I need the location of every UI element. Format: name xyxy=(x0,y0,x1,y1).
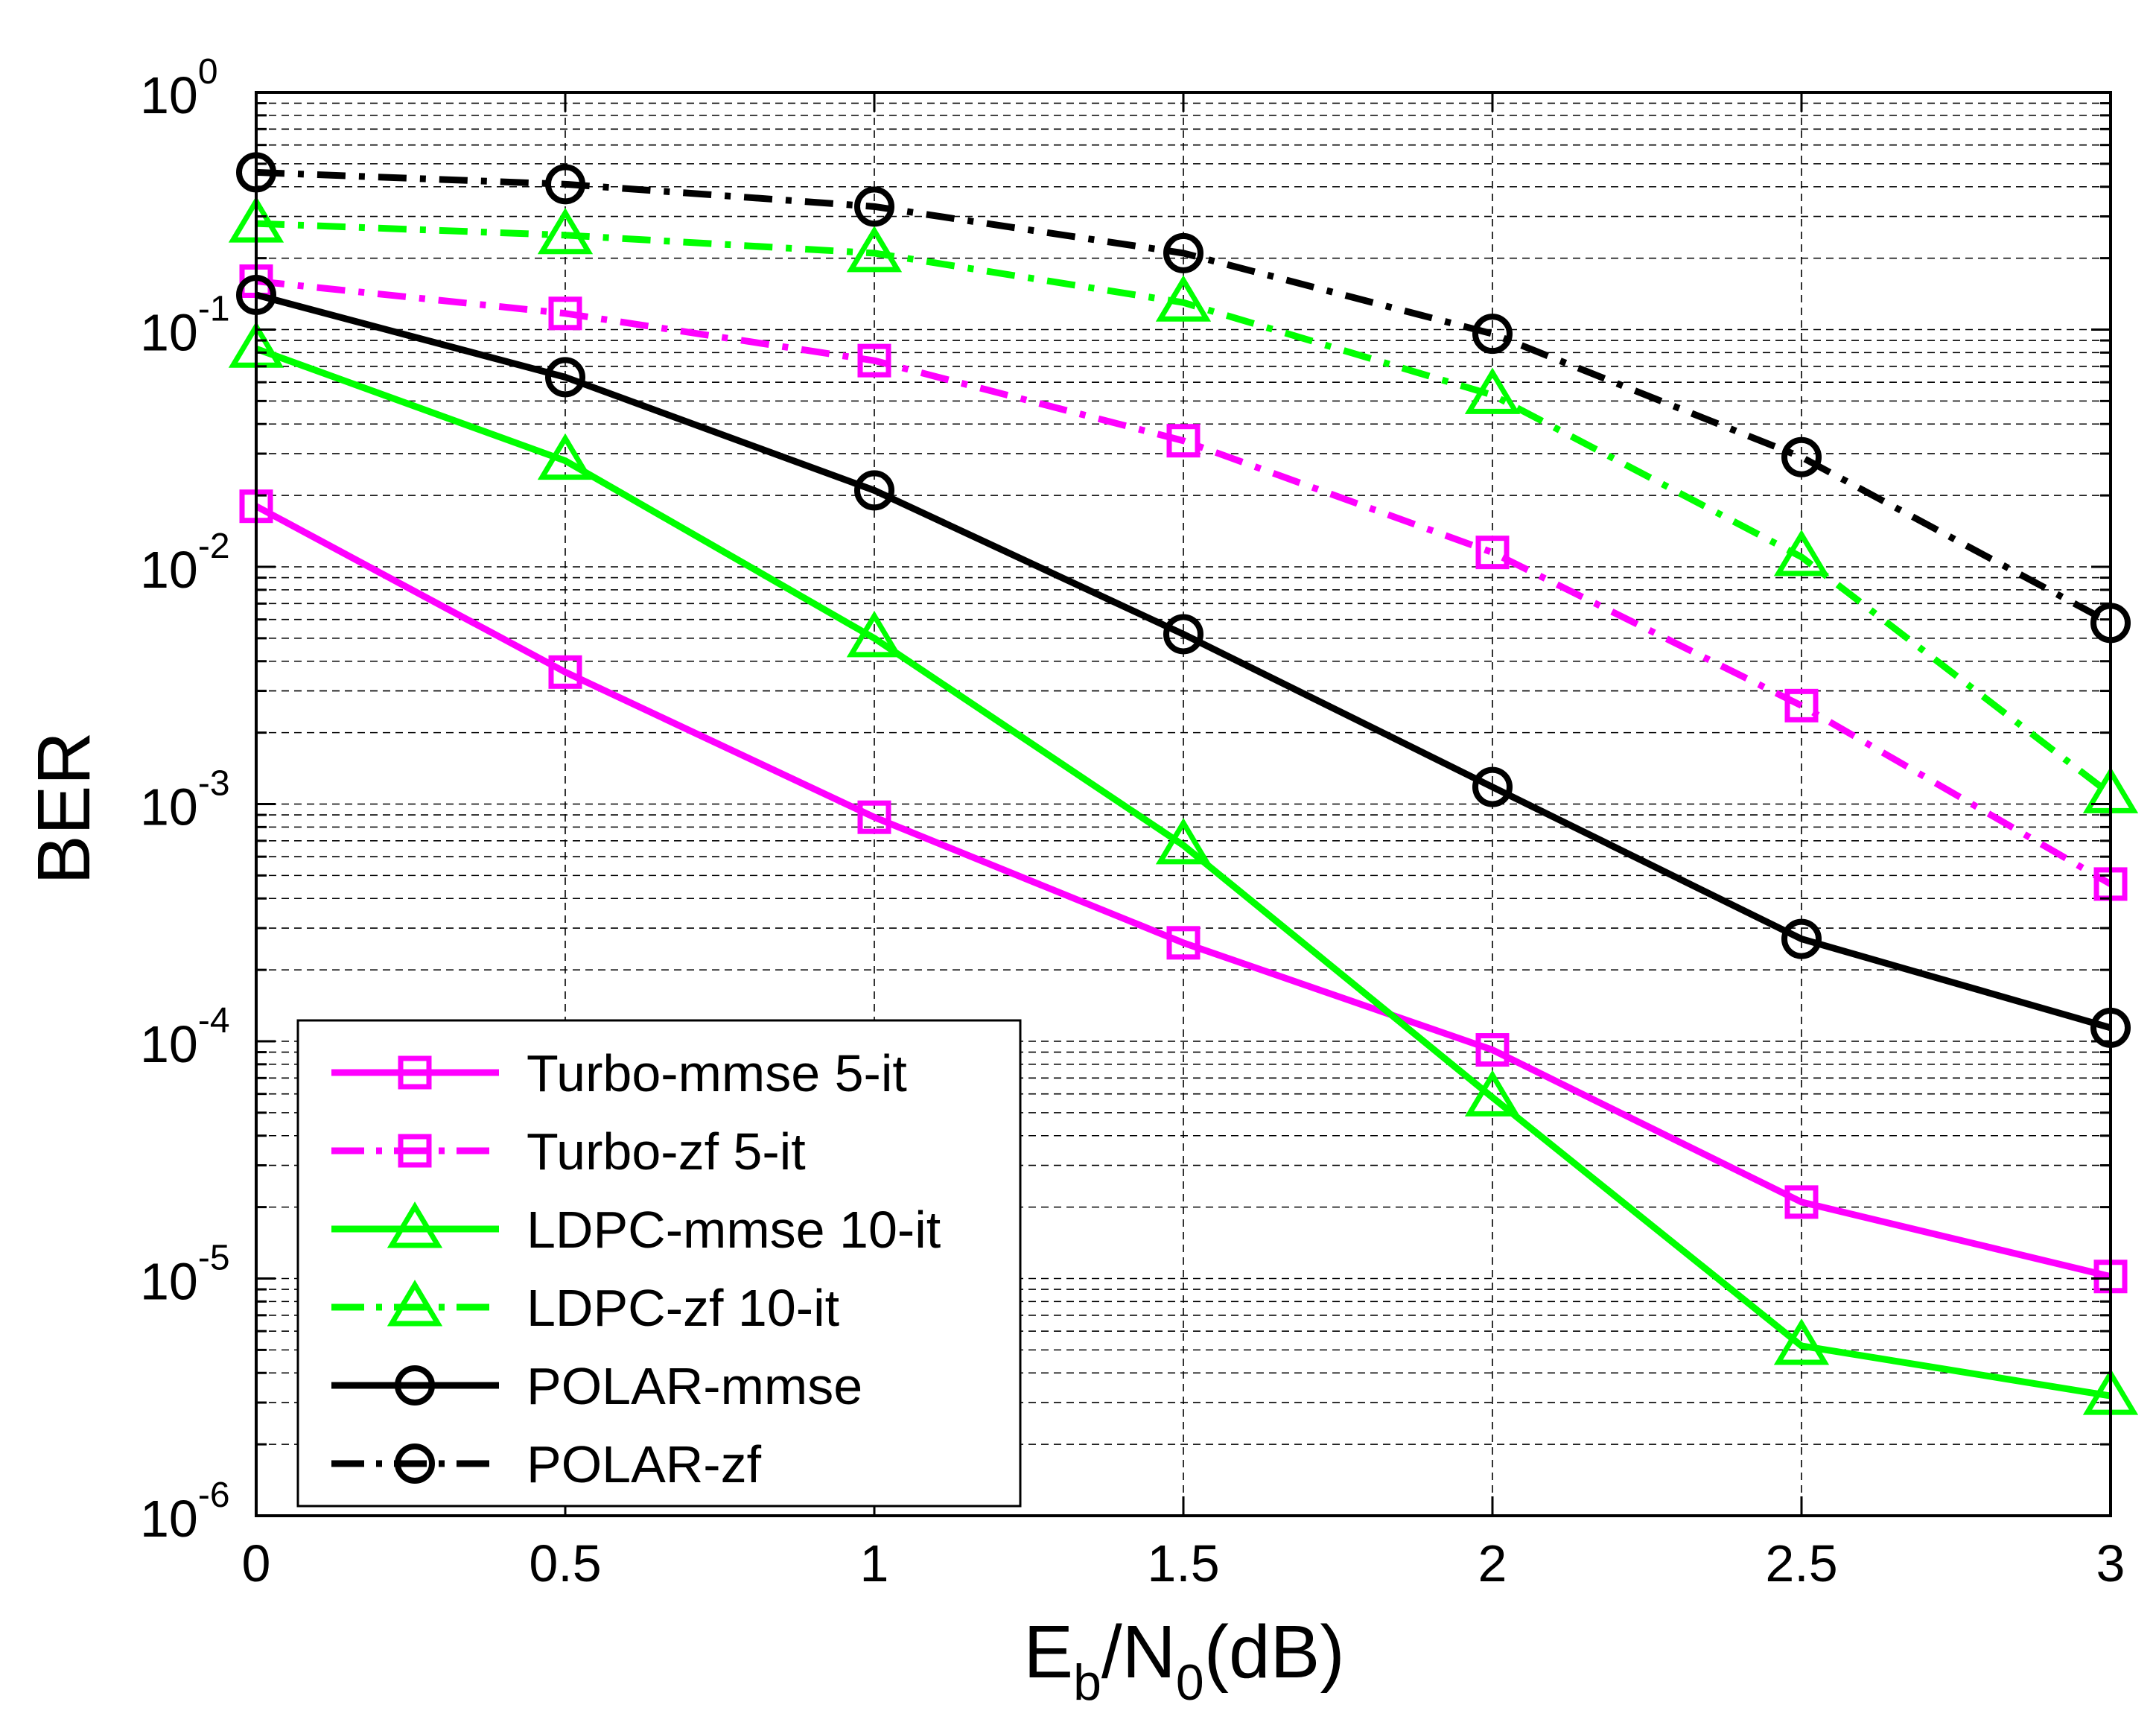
series-line xyxy=(255,346,2111,1400)
circle-marker xyxy=(545,164,585,205)
circle-marker xyxy=(1472,314,1513,355)
circle-marker xyxy=(854,186,894,227)
triangle-marker xyxy=(1464,1070,1521,1117)
series-line xyxy=(255,168,2113,626)
square-marker xyxy=(1166,926,1201,960)
circle-marker xyxy=(1163,232,1203,273)
series-line xyxy=(255,278,2113,887)
square-marker xyxy=(857,343,891,378)
square-marker xyxy=(1784,1185,1819,1219)
triangle-marker xyxy=(846,611,903,658)
square-marker xyxy=(548,296,582,331)
legend-label: POLAR-zf xyxy=(527,1435,762,1493)
circle-marker xyxy=(395,1443,435,1484)
legend-entries: Turbo-mmse 5-it Turbo-zf 5-it LDPC-mmse 10… xyxy=(331,1044,941,1493)
x-tick-label: 1 xyxy=(860,1534,889,1592)
triangle-marker xyxy=(537,207,594,255)
triangle-marker xyxy=(387,1201,443,1248)
circle-marker xyxy=(1781,436,1822,477)
legend-entry: Turbo-mmse 5-it xyxy=(331,1044,907,1102)
square-marker xyxy=(398,1134,432,1168)
triangle-marker xyxy=(1464,367,1521,414)
legend-label: Turbo-zf 5-it xyxy=(527,1122,806,1181)
legend-entry: POLAR-zf xyxy=(331,1435,762,1493)
legend-label: LDPC-zf 10-it xyxy=(527,1279,839,1337)
triangle-marker xyxy=(387,1280,443,1327)
series-line xyxy=(254,503,2112,1280)
legend-label: POLAR-mmse xyxy=(527,1357,862,1415)
x-tick-label: 3 xyxy=(2096,1534,2125,1592)
legend-label: LDPC-mmse 10-it xyxy=(527,1201,941,1259)
square-marker xyxy=(1784,688,1819,722)
x-tick-labels: 0 0.5 1 1.5 2 2.5 3 xyxy=(242,1534,2125,1592)
square-marker xyxy=(857,800,891,834)
x-tick-label: 2 xyxy=(1478,1534,1507,1592)
x-tick-label: 0 xyxy=(242,1534,271,1592)
legend-box xyxy=(296,1019,1022,1508)
circle-marker xyxy=(854,470,894,511)
legend-entry: LDPC-zf 10-it xyxy=(331,1279,839,1337)
series-ldpc-mmse-10-it xyxy=(228,321,2139,1415)
triangle-marker xyxy=(1773,1318,1830,1365)
y-tick-label: 10-4 xyxy=(140,1001,230,1073)
square-marker xyxy=(1475,536,1510,570)
legend-label: Turbo-mmse 5-it xyxy=(527,1044,907,1102)
series-line xyxy=(255,220,2113,797)
y-tick-label: 10-3 xyxy=(140,764,230,836)
y-axis-label: BER xyxy=(22,731,106,885)
triangle-marker xyxy=(1773,529,1830,577)
series-ldpc-zf-10-it xyxy=(228,196,2139,813)
square-marker xyxy=(1166,424,1201,458)
triangle-marker xyxy=(1155,818,1212,865)
series-layer xyxy=(228,152,2139,1415)
x-tick-label: 2.5 xyxy=(1765,1534,1837,1592)
circle-marker xyxy=(1163,614,1203,655)
triangle-marker xyxy=(1155,275,1212,322)
circle-marker xyxy=(545,357,585,398)
triangle-marker xyxy=(537,433,594,480)
y-tick-label: 10-1 xyxy=(140,290,230,362)
legend-entry: LDPC-mmse 10-it xyxy=(331,1201,941,1259)
series-polar-mmse xyxy=(236,274,2131,1048)
x-tick-label: 0.5 xyxy=(529,1534,601,1592)
square-marker xyxy=(548,655,582,689)
legend: Turbo-mmse 5-it Turbo-zf 5-it LDPC-mmse 10… xyxy=(296,1019,1022,1508)
x-axis-label: Eb/N0(dB) xyxy=(1023,1610,1344,1711)
series-turbo-mmse-5-it xyxy=(239,489,2128,1294)
triangle-marker xyxy=(846,226,903,273)
x-tick-label: 1.5 xyxy=(1147,1534,1219,1592)
square-marker xyxy=(398,1055,432,1090)
legend-entry: POLAR-mmse xyxy=(331,1357,862,1415)
y-tick-label: 10-5 xyxy=(140,1239,230,1311)
y-tick-label: 100 xyxy=(140,52,218,124)
y-tick-labels: 100 10-1 10-2 10-3 10-4 10-5 10-6 xyxy=(140,52,230,1548)
legend-entry: Turbo-zf 5-it xyxy=(331,1122,806,1181)
y-tick-label: 10-6 xyxy=(140,1476,230,1548)
series-line xyxy=(255,291,2112,1032)
y-tick-label: 10-2 xyxy=(140,527,230,599)
circle-marker xyxy=(1781,918,1822,959)
circle-marker xyxy=(395,1365,435,1406)
square-marker xyxy=(1475,1033,1510,1067)
circle-marker xyxy=(1472,766,1513,807)
